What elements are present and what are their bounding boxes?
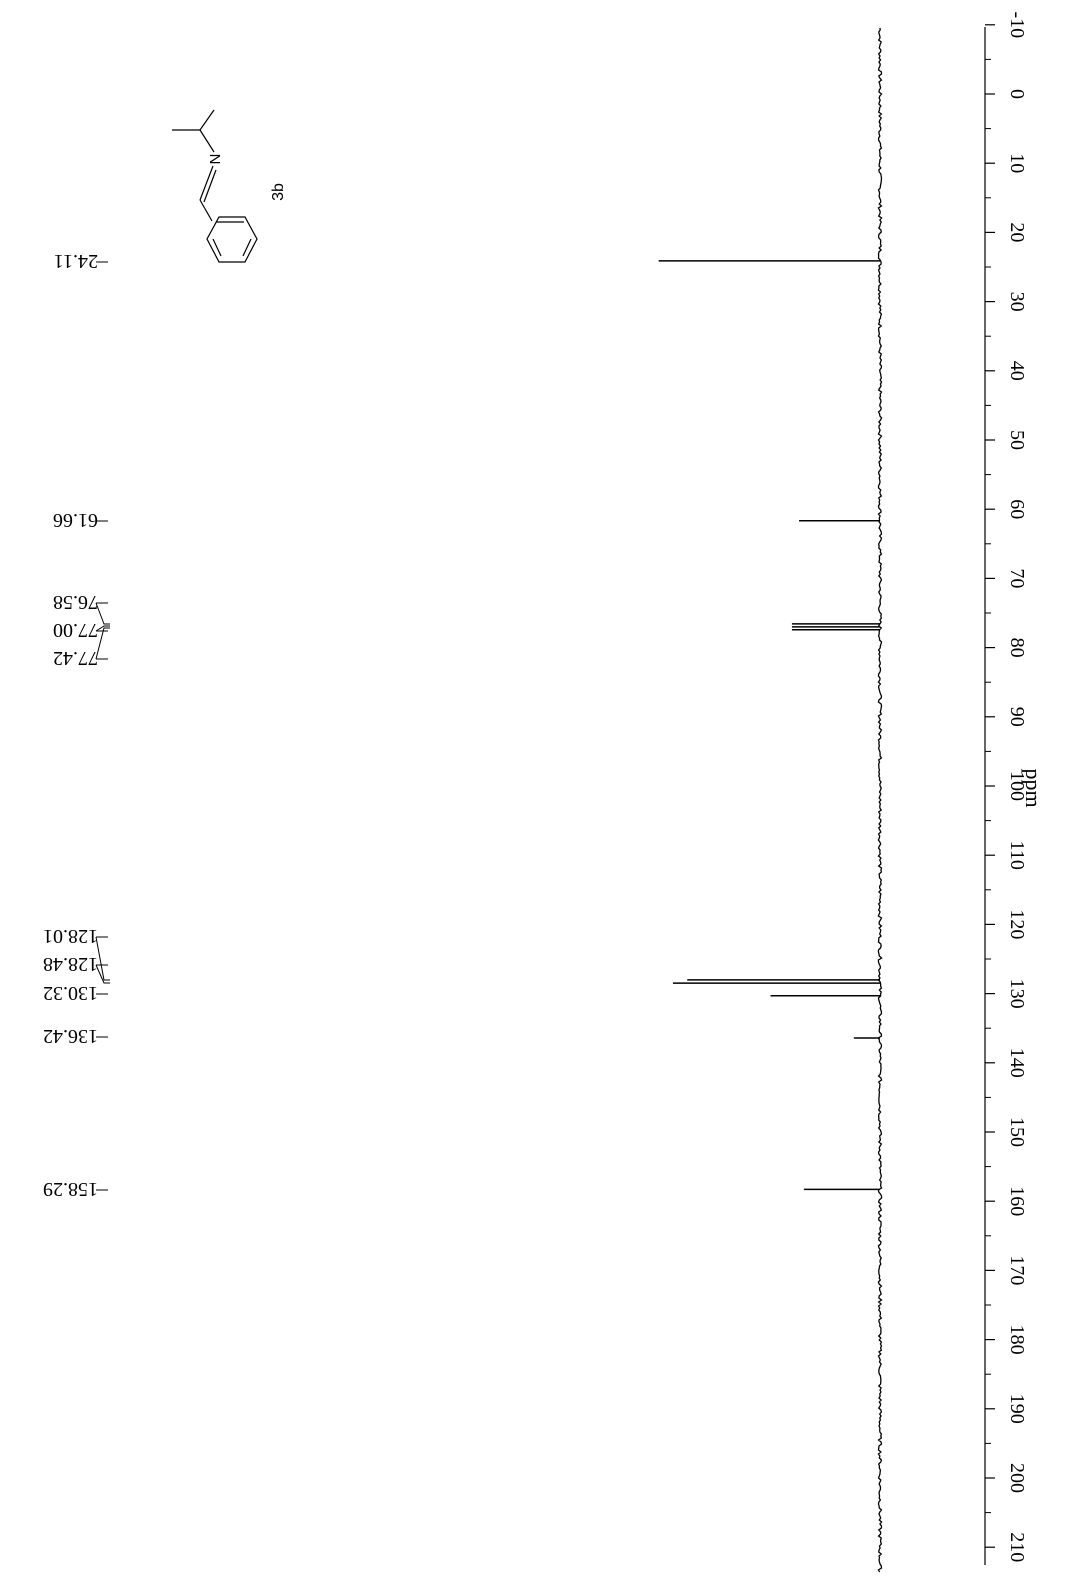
x-axis-title: ppm <box>1021 768 1046 807</box>
tick-label: 100 <box>1006 771 1028 801</box>
tick-label: 80 <box>1006 638 1028 658</box>
peak-label: 130.32 <box>43 982 98 1004</box>
tick-label: 160 <box>1006 1186 1028 1216</box>
benzene-ring <box>206 216 258 263</box>
spectrum-peaks <box>658 260 880 1191</box>
tick-label: 90 <box>1006 707 1028 727</box>
peak-label: 76.58 <box>53 591 98 613</box>
tick-label: 130 <box>1006 979 1028 1009</box>
imine-double-bond-a <box>199 165 214 201</box>
tick-label: 170 <box>1006 1255 1028 1285</box>
peak-label: 158.29 <box>43 1178 98 1200</box>
peak-label: 61.66 <box>53 509 98 531</box>
tick-label: 60 <box>1006 499 1028 519</box>
ppm-tick-labels: -10 0 10 20 30 40 50 60 70 80 90 100 110 120 130 140 150… <box>1006 11 1028 1562</box>
isopropyl-bond-right <box>199 109 215 131</box>
connector <box>95 627 110 660</box>
tick-label: 120 <box>1006 909 1028 939</box>
tick-label: 140 <box>1006 1048 1028 1078</box>
tick-label: 0 <box>1006 89 1028 99</box>
imine-double-bond-b <box>203 169 217 203</box>
tick-label: 70 <box>1006 568 1028 588</box>
peak-label: 24.11 <box>54 250 98 272</box>
peak-label-connectors <box>95 602 110 984</box>
connector <box>95 936 110 981</box>
tick-label: 180 <box>1006 1325 1028 1355</box>
ppm-axis <box>984 24 995 1565</box>
tick-label: 210 <box>1006 1532 1028 1562</box>
nitrogen-label: N <box>206 154 223 165</box>
tick-label: -10 <box>1006 11 1028 38</box>
tick-label: 50 <box>1006 430 1028 450</box>
compound-label: 3b <box>270 183 287 201</box>
tick-label: 110 <box>1006 841 1028 870</box>
tick-label: 200 <box>1006 1463 1028 1493</box>
tick-label: 190 <box>1006 1394 1028 1424</box>
tick-label: 20 <box>1006 222 1028 242</box>
peak-label: 128.48 <box>43 953 98 975</box>
peak-label: 77.00 <box>53 619 98 641</box>
tick-label: 40 <box>1006 361 1028 381</box>
n-to-isopropyl-bond <box>199 129 215 153</box>
peak-label: 136.42 <box>43 1025 98 1047</box>
baseline-trace <box>877 27 883 1573</box>
molecule-structure <box>172 109 258 263</box>
tick-label: 10 <box>1006 153 1028 173</box>
tick-label: 30 <box>1006 292 1028 312</box>
peak-label: 77.42 <box>53 647 98 669</box>
connector <box>95 602 110 625</box>
tick-label: 150 <box>1006 1117 1028 1147</box>
connector <box>95 964 110 984</box>
peak-labels: 24.11 61.66 76.58 77.00 77.42 128.01 128.48 130… <box>43 250 110 1200</box>
connector <box>95 625 110 632</box>
spectrum-baseline <box>877 27 883 1573</box>
peak-label: 128.01 <box>43 925 98 947</box>
ring-to-imine-bond <box>199 199 213 222</box>
